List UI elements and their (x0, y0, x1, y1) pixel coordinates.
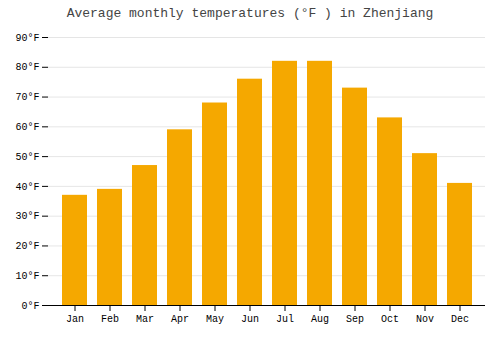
svg-text:May: May (206, 314, 224, 325)
svg-text:30°F: 30°F (15, 211, 39, 222)
svg-text:Oct: Oct (381, 314, 399, 325)
svg-text:Jul: Jul (276, 314, 294, 325)
svg-text:Mar: Mar (136, 314, 154, 325)
svg-text:Apr: Apr (171, 314, 189, 325)
svg-text:Jun: Jun (241, 314, 259, 325)
svg-text:50°F: 50°F (15, 152, 39, 163)
svg-text:20°F: 20°F (15, 241, 39, 252)
svg-text:90°F: 90°F (15, 33, 39, 44)
svg-text:80°F: 80°F (15, 62, 39, 73)
svg-text:40°F: 40°F (15, 182, 39, 193)
svg-text:70°F: 70°F (15, 92, 39, 103)
html-text:Average monthly temperatures (: Average monthly temperatures (°F ) in Zh… (66, 6, 434, 21)
svg-text:Feb: Feb (101, 314, 119, 325)
svg-text:Nov: Nov (416, 314, 434, 325)
svg-text:Jan: Jan (66, 314, 84, 325)
svg-text:0°F: 0°F (21, 301, 39, 312)
svg-text:Sep: Sep (346, 314, 364, 325)
svg-text:Aug: Aug (311, 314, 329, 325)
svg-text:10°F: 10°F (15, 271, 39, 282)
svg-text:60°F: 60°F (15, 122, 39, 133)
svg-text:Dec: Dec (451, 314, 469, 325)
